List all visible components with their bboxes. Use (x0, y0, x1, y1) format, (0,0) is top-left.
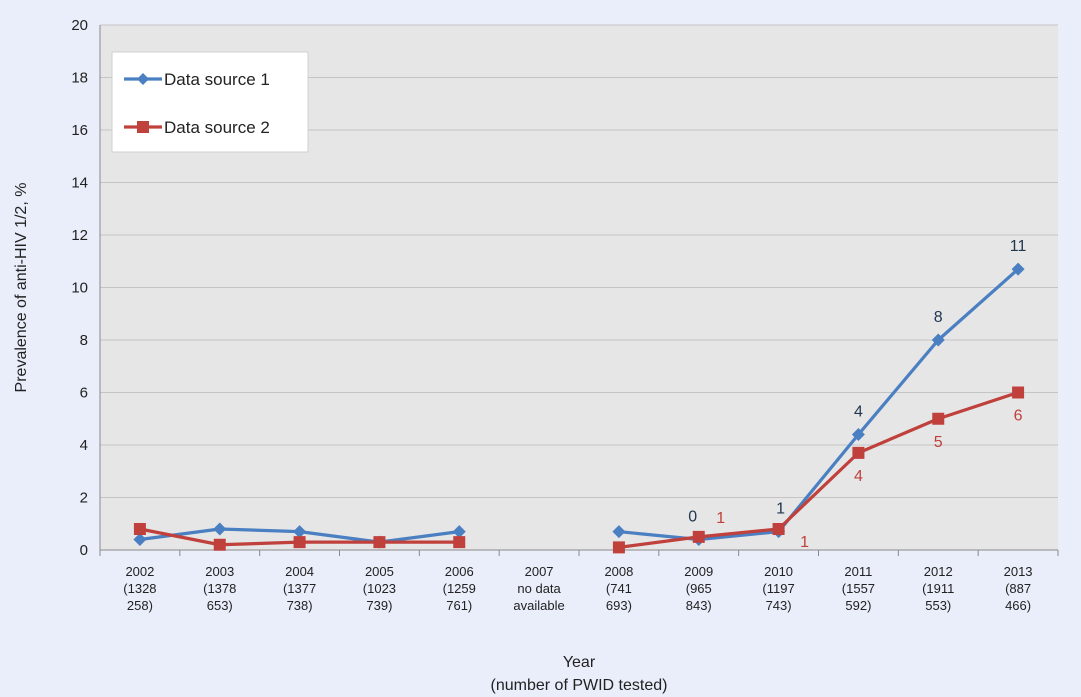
data-point (452, 525, 466, 539)
y-axis-ticks: 0 2 4 6 8 10 12 14 16 18 20 (71, 17, 88, 559)
y-tick-label: 16 (71, 122, 88, 139)
data-point (213, 538, 226, 551)
data-point (931, 333, 945, 347)
legend-label: Data source 2 (164, 118, 270, 137)
legend-marker (137, 121, 149, 133)
data-point (293, 525, 307, 539)
data-point (133, 533, 147, 546)
data-label: 6 (1014, 408, 1023, 425)
x-tick-label: 2012 (1911 553) (922, 564, 954, 613)
data-point (1012, 386, 1025, 399)
data-label: 8 (934, 309, 943, 326)
x-tick-label: 2010 (1197 743) (762, 564, 794, 613)
legend-label: Data source 1 (164, 70, 270, 89)
data-label: 0 (688, 509, 697, 526)
data-point (373, 536, 386, 549)
data-point (133, 523, 146, 535)
y-tick-label: 18 (71, 70, 88, 87)
y-tick-label: 14 (71, 175, 88, 192)
x-tick-label: 2005 (1023 739) (363, 564, 396, 613)
legend: Data source 1 Data source 2 (111, 51, 309, 153)
x-axis-ticks: 2002 (1328 258) 2003 (1378 653) 2004 (1377 738) 2… (99, 550, 1059, 613)
x-tick-label: 2007 no data available (513, 564, 564, 613)
x-tick-label: 2008 (741 693) (604, 564, 633, 613)
y-tick-label: 4 (80, 437, 88, 454)
y-tick-label: 10 (71, 280, 88, 297)
data-label: 5 (934, 434, 943, 451)
data-point (852, 446, 865, 459)
x-tick-label: 2011 (1557 592) (842, 564, 875, 613)
data-label: 4 (854, 468, 863, 485)
data-label: 11 (1010, 238, 1027, 255)
data-point (692, 530, 705, 543)
y-tick-label: 12 (71, 227, 88, 244)
y-axis-label: Prevalence of anti-HIV 1/2, % (13, 183, 30, 393)
x-tick-label: 2003 (1378 653) (203, 564, 236, 613)
x-tick-label: 2013 (887 466) (1004, 564, 1033, 613)
legend-item: Data source 1 (124, 70, 270, 89)
data-point (293, 536, 306, 549)
y-tick-label: 8 (80, 332, 88, 349)
data-label: 4 (854, 404, 863, 421)
y-tick-label: 20 (71, 17, 88, 34)
legend-box (111, 51, 309, 153)
series-line (618, 390, 1019, 549)
y-tick-label: 6 (80, 385, 88, 402)
data-point (932, 412, 945, 425)
data-label: 1 (716, 510, 725, 527)
y-tick-label: 2 (80, 490, 88, 507)
data-point (772, 523, 785, 535)
data-point (1011, 262, 1025, 276)
legend-item: Data source 2 (124, 118, 270, 137)
x-tick-label: 2004 (1377 738) (283, 564, 316, 613)
data-label: 1 (776, 501, 785, 518)
data-point (453, 536, 466, 549)
x-axis-sublabel: (number of PWID tested) (491, 677, 668, 694)
legend-marker (137, 73, 149, 85)
data-point (851, 428, 865, 441)
x-tick-label: 2002 (1328 258) (123, 564, 156, 613)
x-axis-label: Year (563, 654, 596, 671)
data-point (213, 522, 227, 536)
x-tick-label: 2006 (1259 761) (443, 564, 476, 613)
data-label: 1 (800, 534, 809, 551)
data-point (612, 541, 625, 554)
y-tick-label: 0 (80, 542, 88, 559)
x-tick-label: 2009 (965 843) (684, 564, 713, 613)
series-markers (133, 262, 1025, 554)
data-point (612, 525, 626, 539)
